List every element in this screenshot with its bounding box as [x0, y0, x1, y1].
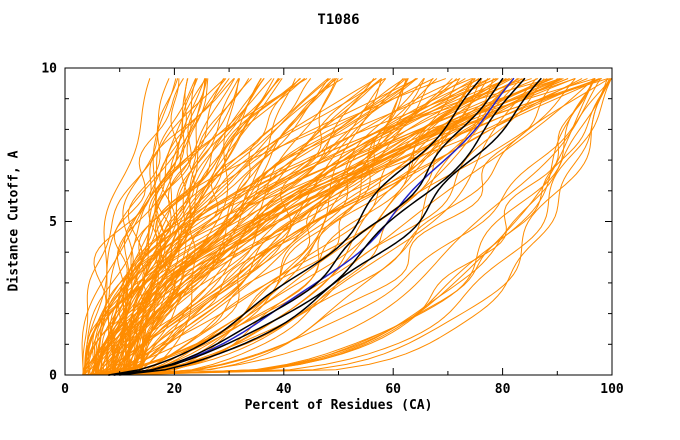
prediction-curve	[92, 78, 386, 376]
prediction-curve	[120, 78, 453, 376]
prediction-curve	[105, 78, 537, 376]
prediction-curve	[126, 78, 239, 376]
prediction-curve	[83, 78, 224, 376]
prediction-curve	[98, 78, 387, 376]
x-tick-label: 100	[600, 382, 624, 397]
prediction-curve	[137, 78, 518, 376]
prediction-curve	[126, 78, 375, 376]
prediction-curve	[123, 78, 336, 376]
x-axis-label: Percent of Residues (CA)	[244, 398, 433, 413]
prediction-curve	[109, 78, 170, 376]
prediction-curve	[95, 78, 189, 376]
prediction-curve	[96, 78, 601, 376]
prediction-curve	[94, 78, 272, 376]
prediction-curve	[83, 78, 252, 376]
x-tick-label: 0	[61, 382, 69, 397]
prediction-curve	[98, 78, 576, 376]
x-tick-label: 40	[276, 382, 292, 397]
prediction-curve	[124, 78, 382, 376]
prediction-curve	[113, 78, 331, 376]
prediction-curve	[114, 78, 329, 376]
y-tick-label: 5	[49, 215, 57, 230]
prediction-curve	[132, 78, 575, 376]
prediction-curve	[125, 78, 552, 376]
highlighted-model-curve	[118, 77, 542, 376]
prediction-curve	[84, 78, 532, 376]
prediction-curve	[131, 78, 280, 376]
prediction-curve	[132, 78, 475, 376]
prediction-curve	[135, 78, 404, 376]
x-tick-label: 20	[167, 382, 183, 397]
prediction-curve	[103, 78, 460, 376]
prediction-curve	[94, 78, 595, 376]
prediction-curve	[85, 78, 498, 376]
prediction-curve	[110, 78, 457, 376]
prediction-curve	[107, 78, 184, 376]
y-tick-label: 10	[41, 62, 57, 77]
prediction-curve	[97, 78, 265, 376]
prediction-curve	[119, 78, 409, 376]
prediction-curve	[95, 78, 596, 376]
prediction-curve	[84, 78, 151, 376]
prediction-curve	[82, 78, 225, 376]
prediction-curve	[98, 78, 539, 376]
prediction-curve	[123, 78, 482, 376]
prediction-curve	[110, 78, 283, 376]
prediction-curve	[101, 78, 418, 376]
prediction-curve	[97, 78, 612, 376]
prediction-curve	[82, 78, 480, 376]
prediction-curve	[114, 78, 275, 376]
prediction-curve	[113, 78, 281, 376]
highlighted-model-curve	[108, 77, 526, 376]
prediction-curve	[115, 78, 612, 376]
prediction-curve	[113, 78, 491, 376]
prediction-curve	[87, 78, 491, 376]
prediction-curve	[132, 78, 198, 376]
highlighted-model-curve	[113, 77, 504, 376]
prediction-curve	[94, 78, 601, 376]
prediction-curve	[128, 78, 612, 376]
prediction-curve	[96, 78, 583, 376]
prediction-curve	[85, 78, 461, 376]
prediction-curve	[117, 78, 594, 376]
prediction-curve	[82, 78, 525, 376]
y-tick-label: 0	[49, 369, 57, 384]
prediction-curve	[87, 78, 515, 376]
chart-title: T1086	[317, 12, 360, 28]
x-tick-label: 60	[385, 382, 401, 397]
prediction-curve	[133, 78, 425, 376]
y-axis-label: Distance Cutoff, A	[6, 150, 22, 292]
x-tick-label: 80	[495, 382, 511, 397]
highlighted-model-curve	[108, 77, 482, 376]
